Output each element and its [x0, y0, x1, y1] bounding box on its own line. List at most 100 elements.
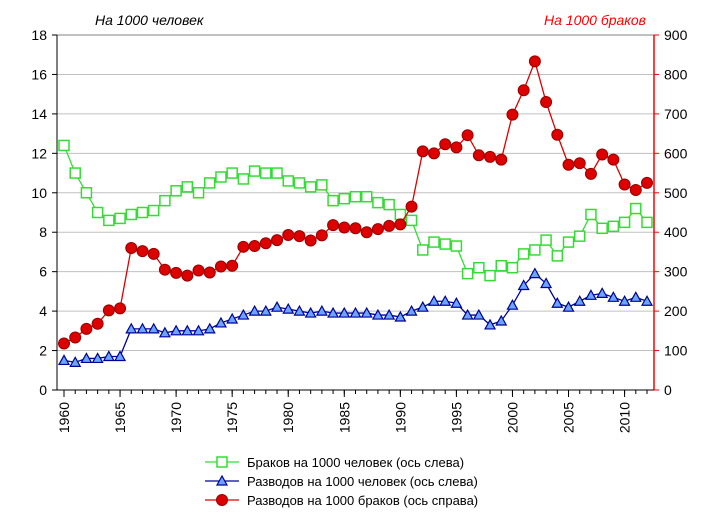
data-point-circle	[293, 230, 306, 243]
data-point-circle	[158, 263, 171, 276]
series-triangle	[57, 267, 654, 367]
data-point-circle	[203, 266, 216, 279]
data-point-circle	[416, 145, 429, 158]
data-point-square	[215, 171, 227, 183]
right-tick-label: 700	[664, 106, 688, 122]
data-point-triangle	[192, 324, 205, 336]
data-point-triangle	[472, 308, 485, 320]
data-point-circle	[472, 149, 485, 162]
data-point-square	[495, 260, 507, 272]
data-point-square	[417, 244, 429, 256]
data-point-square	[327, 194, 339, 207]
data-point-square	[293, 177, 306, 189]
data-point-square	[304, 181, 317, 193]
right-axis-label: На 1000 браков	[544, 12, 646, 28]
right-tick-label: 200	[664, 303, 688, 319]
data-point-circle	[147, 247, 160, 260]
data-point-triangle	[506, 298, 519, 310]
data-point-square	[517, 248, 530, 260]
right-tick-label: 300	[664, 264, 688, 280]
data-point-circle	[259, 237, 272, 250]
data-point-triangle	[215, 474, 229, 486]
data-point-triangle	[57, 354, 71, 366]
data-point-square	[147, 204, 160, 217]
data-point-square	[282, 175, 294, 187]
data-point-square	[529, 244, 541, 256]
data-point-triangle	[461, 308, 474, 320]
data-point-circle	[136, 245, 149, 258]
data-point-circle	[383, 219, 396, 232]
data-point-circle	[315, 229, 328, 242]
data-point-circle	[170, 266, 183, 279]
data-point-square	[136, 206, 149, 219]
data-point-circle	[607, 153, 620, 166]
data-point-triangle	[349, 306, 362, 318]
data-point-circle	[618, 178, 631, 191]
left-tick-label: 10	[31, 185, 47, 201]
data-point-triangle	[237, 308, 250, 320]
data-point-triangle	[573, 295, 586, 306]
x-tick-label: 1965	[112, 402, 128, 433]
legend-label: Разводов на 1000 браков (ось справа)	[247, 493, 478, 508]
left-tick-label: 12	[31, 145, 47, 161]
data-point-circle	[69, 331, 82, 344]
data-point-square	[260, 167, 272, 179]
data-point-square	[562, 236, 575, 248]
x-tick-label: 1990	[392, 402, 408, 433]
data-point-square	[58, 139, 70, 152]
right-axis: 0 100 200 300 400 500 600 700 800 900	[653, 27, 688, 398]
data-point-circle	[439, 138, 452, 151]
data-point-square	[114, 212, 126, 225]
data-point-triangle	[528, 267, 541, 279]
data-point-square	[641, 216, 653, 229]
data-point-triangle	[102, 350, 115, 362]
data-point-square	[216, 456, 228, 468]
left-tick-label: 2	[39, 343, 47, 359]
data-point-square	[439, 238, 451, 250]
data-point-square	[372, 196, 384, 209]
data-point-square	[360, 190, 373, 203]
data-point-square	[383, 198, 395, 211]
data-point-circle	[528, 55, 541, 68]
data-point-square	[159, 194, 171, 207]
data-point-triangle	[394, 310, 407, 322]
data-point-triangle	[125, 322, 138, 334]
data-point-triangle	[259, 304, 272, 316]
data-point-circle	[327, 219, 340, 232]
x-axis: 1960 1965 1970 1975 1980 1985 1990 1995 2000 2005…	[56, 389, 654, 433]
data-point-triangle	[517, 279, 530, 291]
right-tick-label: 900	[664, 27, 688, 43]
data-point-triangle	[270, 300, 284, 312]
data-point-triangle	[607, 291, 620, 302]
data-point-triangle	[584, 289, 597, 300]
data-point-triangle	[450, 296, 463, 308]
data-point-triangle	[214, 316, 227, 328]
data-point-circle	[237, 240, 250, 253]
data-point-triangle	[147, 322, 160, 334]
data-point-triangle	[562, 300, 575, 312]
legend-item: Разводов на 1000 браков (ось справа)	[205, 493, 478, 508]
data-point-triangle	[371, 308, 384, 320]
x-tick-label: 1970	[168, 402, 184, 433]
x-tick-label: 1995	[448, 402, 464, 433]
data-point-triangle	[439, 295, 452, 306]
data-point-circle	[371, 223, 384, 236]
data-point-circle	[226, 259, 239, 272]
data-point-circle	[271, 234, 284, 247]
data-point-square	[338, 192, 351, 205]
x-tick-label: 1985	[336, 402, 352, 433]
data-point-circle	[114, 302, 127, 315]
data-point-square	[585, 208, 597, 221]
left-tick-label: 14	[31, 106, 47, 122]
data-point-circle	[248, 240, 261, 253]
x-tick-label: 2000	[504, 402, 520, 433]
data-point-triangle	[338, 306, 351, 318]
data-point-square	[349, 190, 362, 203]
data-point-circle	[192, 264, 205, 277]
data-point-triangle	[618, 295, 631, 306]
data-point-square	[630, 202, 642, 215]
data-point-square	[69, 167, 81, 179]
data-point-triangle	[629, 291, 642, 302]
data-point-circle	[80, 322, 93, 335]
x-tick-label: 2005	[561, 402, 577, 433]
